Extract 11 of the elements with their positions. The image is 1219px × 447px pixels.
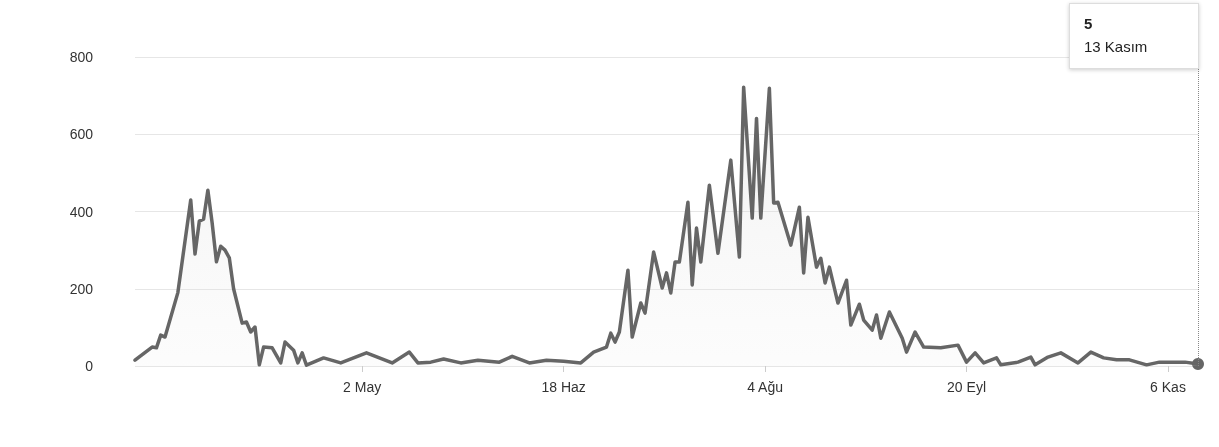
y-tick-label: 800 [69, 49, 94, 65]
x-tick-label: 20 Eyl [947, 379, 986, 395]
tooltip-card: 5 13 Kasım [1069, 3, 1199, 69]
y-tick-label: 200 [69, 280, 94, 297]
x-tick-label: 6 Kas [1150, 379, 1186, 395]
x-tick-label: 18 Haz [541, 379, 586, 395]
x-tick-label: 2 May [343, 379, 382, 395]
y-tick-label: 600 [69, 126, 94, 143]
y-tick-label: 0 [85, 358, 94, 374]
y-tick-label: 400 [69, 203, 94, 220]
x-tick-label: 4 Ağu [747, 379, 783, 395]
